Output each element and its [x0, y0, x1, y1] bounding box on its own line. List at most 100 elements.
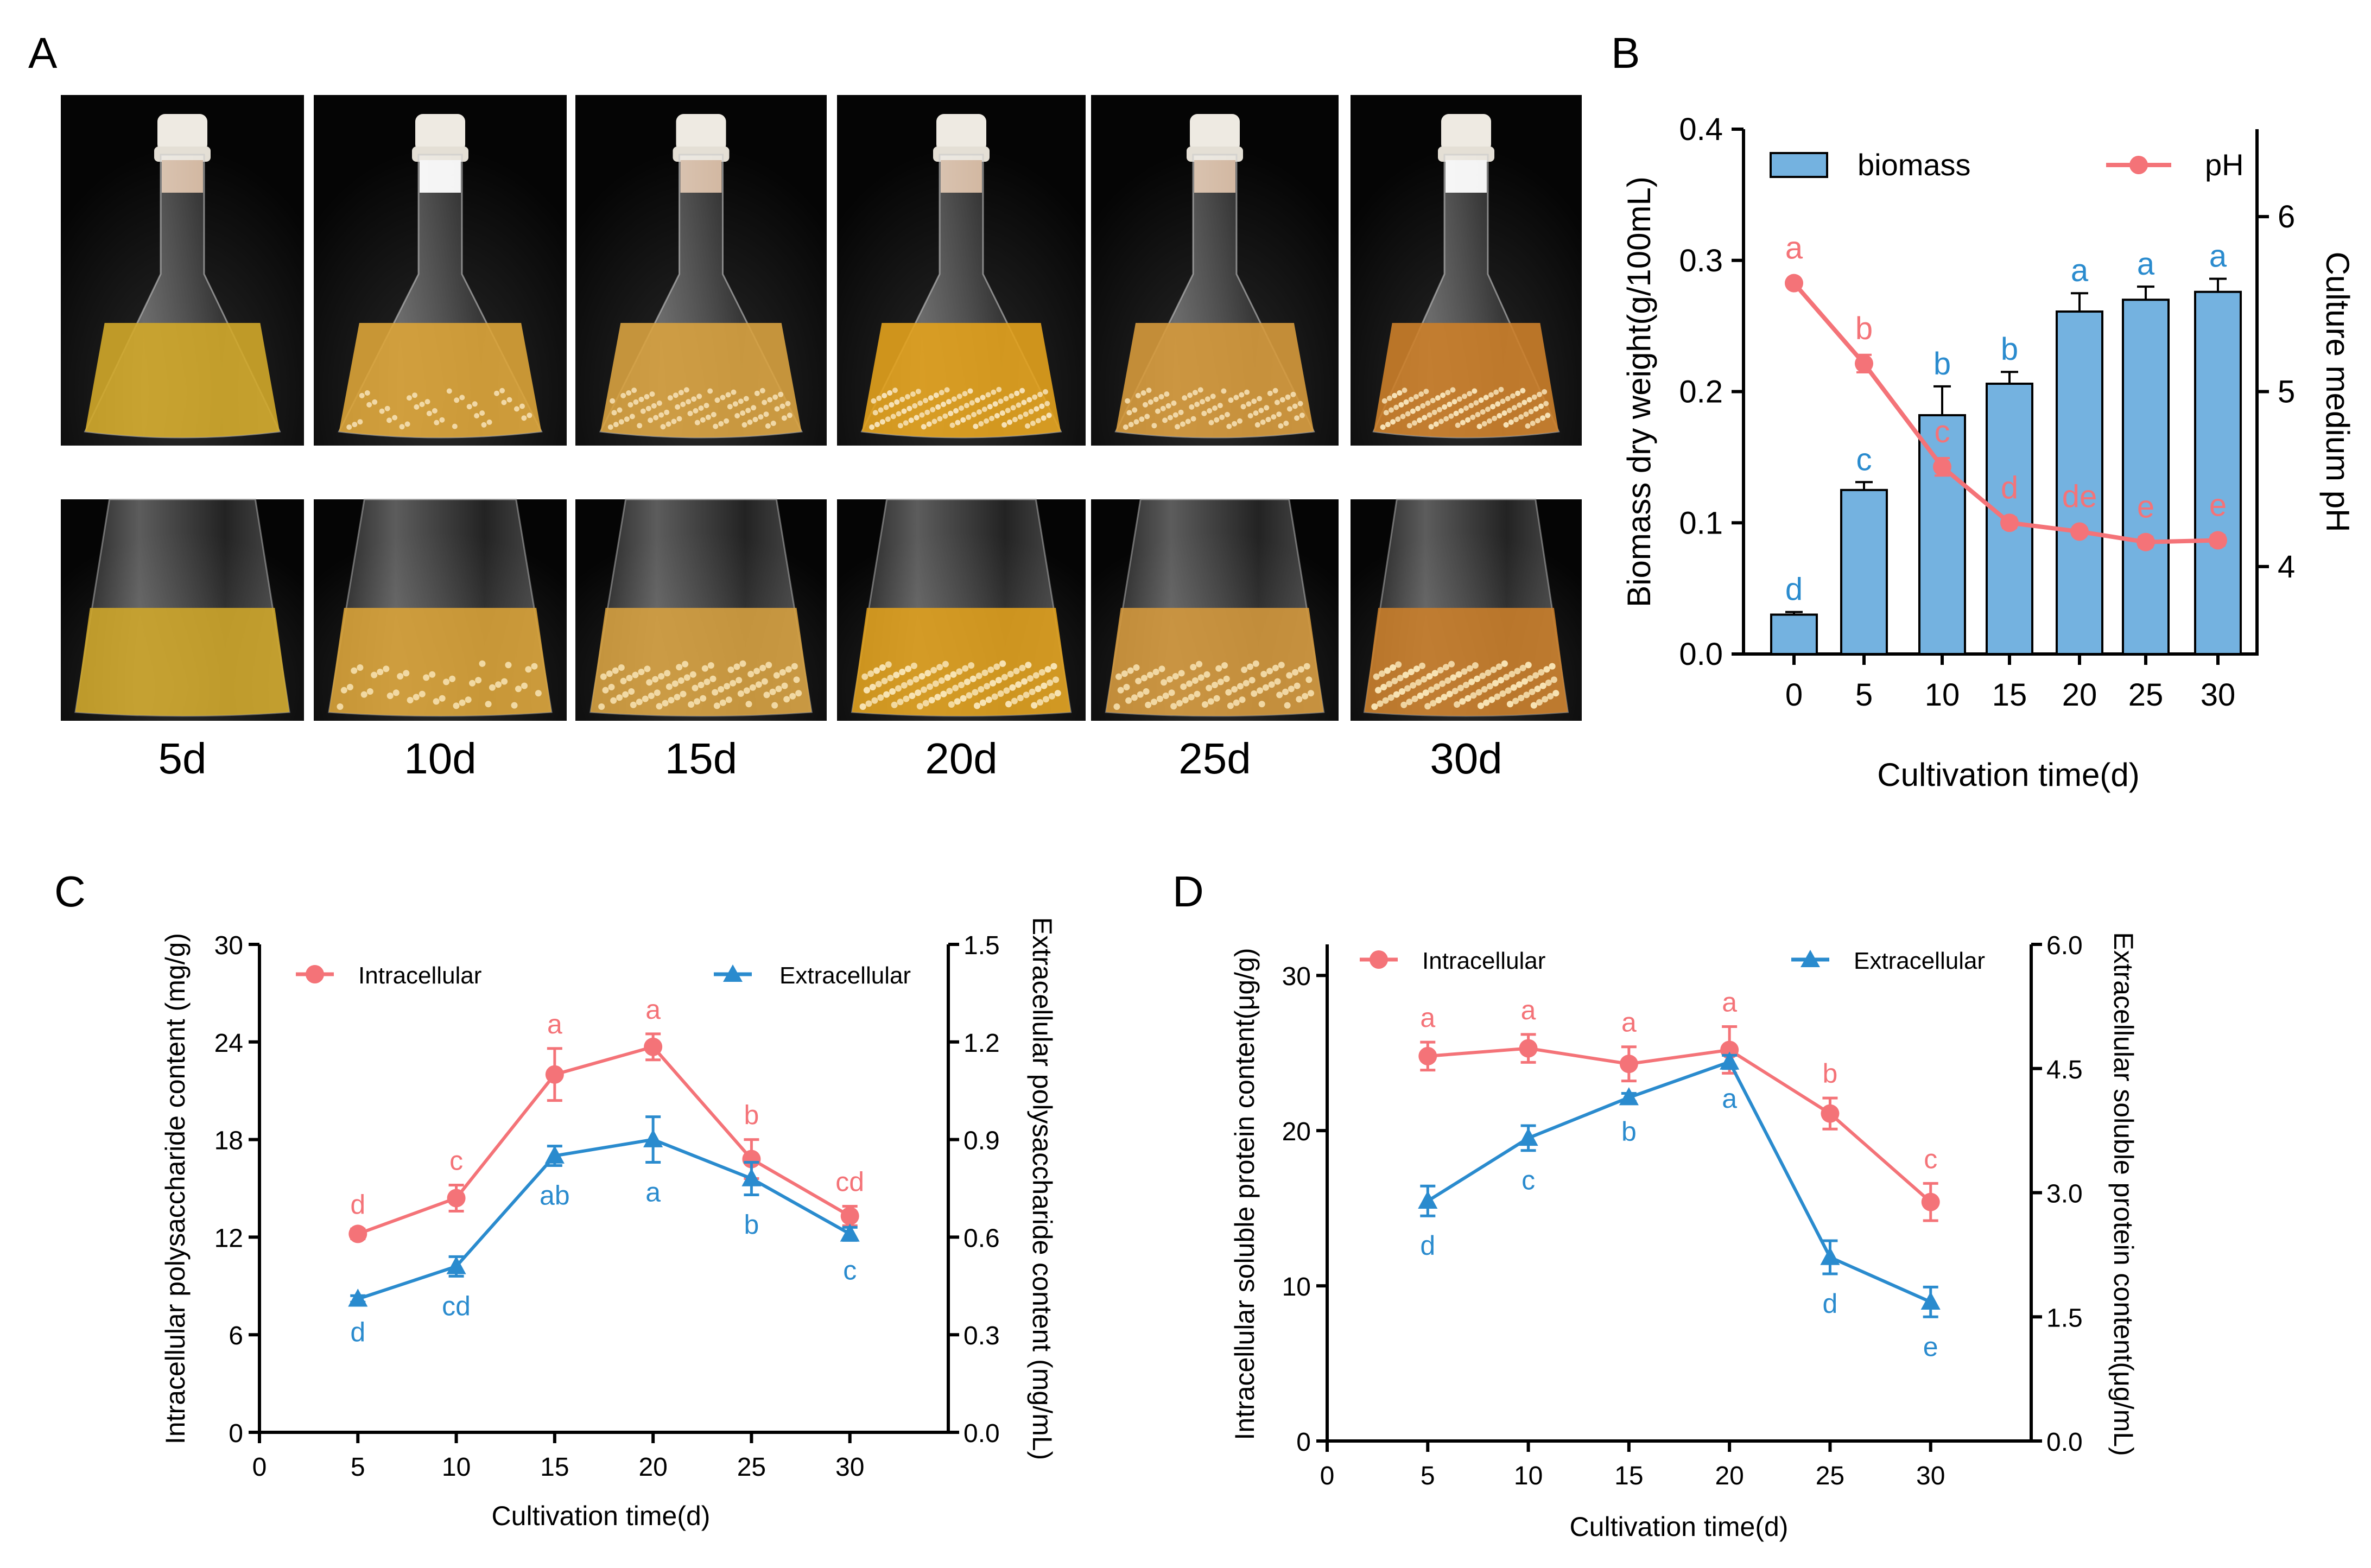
photo-4-top-bead — [1185, 418, 1191, 424]
photo-5-top-bead — [1518, 414, 1524, 420]
photo-4-bottom-bead — [1127, 667, 1134, 674]
photo-5-top-bead — [1413, 394, 1419, 399]
photo-5-top-bead — [1423, 389, 1429, 395]
photo-5-bottom-bead — [1424, 703, 1431, 710]
photo-3-bottom-bead — [861, 673, 868, 680]
photo-3-top-bead — [1005, 408, 1011, 414]
chart-b-ph-point — [2209, 531, 2227, 550]
photo-2-top-bead — [707, 388, 713, 394]
chart-b-xlabel: Cultivation time(d) — [1877, 757, 2140, 793]
photo-3-top-bead — [992, 401, 998, 407]
photo-1-bottom-bead — [475, 677, 482, 684]
photo-5-top-bead — [1425, 400, 1431, 406]
chart-c-ylabel-right: Extracellular polysaccharide content (mg… — [1027, 917, 1057, 1460]
photo-3-top-bead — [1023, 411, 1029, 417]
photo-4-top-bead — [1283, 421, 1289, 426]
photo-5-bottom-bead — [1431, 670, 1438, 677]
photo-2-bottom-bead — [608, 684, 615, 690]
photo-4-bottom-bead — [1161, 679, 1168, 686]
photo-3-top-bead — [887, 390, 893, 396]
photo-3-top-bead — [1035, 418, 1041, 424]
chart-b-legend-ph-marker — [2129, 156, 2148, 174]
photo-2-top-bead — [627, 402, 633, 408]
photo-5-bottom-bead — [1490, 666, 1497, 673]
photo-5-top-bead — [1445, 390, 1451, 396]
chart-d-legend-extra-marker — [1801, 950, 1820, 967]
photo-2-top-bead — [696, 393, 702, 399]
photo-4-bottom-bead — [1266, 668, 1273, 675]
photo-2-bottom-bead — [785, 666, 792, 673]
photo-3-top-bead — [946, 399, 952, 405]
photo-1-top-bead — [404, 421, 410, 427]
photo-4-bottom-bead — [1288, 685, 1295, 693]
chart-c-xtick-label: 0 — [252, 1453, 267, 1482]
photo-5-bottom-bead — [1400, 701, 1408, 708]
photo-5-top-bead — [1406, 423, 1412, 429]
photo-1-top-bead — [432, 408, 438, 414]
photo-3-top-bead — [926, 421, 932, 427]
chart-c-xtick-label: 30 — [835, 1453, 864, 1482]
photo-5-top-bead — [1530, 421, 1536, 426]
chart-d-intra-letter: b — [1823, 1058, 1838, 1089]
photo-5-top-bead — [1490, 404, 1496, 410]
photo-1-top-bead — [513, 406, 519, 412]
chart-d-legend-intra-marker — [1370, 950, 1388, 969]
photo-3-bottom-bead — [979, 699, 986, 706]
chart-d-ytick-right-label: 3.0 — [2046, 1180, 2083, 1209]
photo-5-bottom-bead — [1492, 680, 1499, 687]
photo-3-top-bead — [1021, 399, 1027, 405]
photo-5-top-bead — [1492, 415, 1498, 421]
photo-3-bottom-bead — [960, 695, 967, 702]
photo-3-bottom-bead — [893, 671, 900, 678]
photo-4-bottom-bead — [1307, 690, 1314, 697]
photo-3-bottom-bead — [926, 683, 933, 690]
photo-day-label: 5d — [159, 734, 207, 783]
photo-3-bottom-bead — [901, 682, 908, 689]
photo-2-bottom-bead — [676, 664, 683, 671]
chart-c-intra-letter: a — [547, 1009, 562, 1039]
chart-d-extra-line — [1427, 1059, 1931, 1304]
photo-5-bottom-bead — [1510, 684, 1517, 691]
photo-5-bottom-bead — [1377, 700, 1384, 707]
photo-5-top-bead — [1463, 405, 1469, 411]
photo-3-bottom-bead — [915, 689, 922, 696]
photo-4-top-bead — [1246, 401, 1252, 407]
chart-d-intra-point — [1921, 1192, 1940, 1211]
photo-5-top-bead — [1522, 399, 1527, 405]
chart-c-legend-extra: Extracellular — [779, 962, 911, 989]
photo-4-top-bead — [1155, 408, 1161, 414]
photo-4-bottom-liquid — [1106, 608, 1324, 716]
photo-3-top-bead — [896, 411, 902, 417]
photo-3-top-bead — [897, 423, 903, 429]
photo-3-top-bead — [971, 411, 977, 417]
photo-3-top-bead — [1041, 415, 1047, 421]
photo-3-top-bead — [1028, 409, 1034, 415]
photo-4-top-bead — [1224, 411, 1230, 417]
photo-3-top-bead — [1007, 419, 1013, 425]
photo-1-top-bead — [434, 420, 440, 426]
photo-1-top-bead — [479, 410, 485, 416]
chart-b-bar-letter: b — [2001, 332, 2018, 367]
chart-c-legend-extra-marker — [723, 964, 743, 982]
photo-3-bottom-bead — [1017, 695, 1024, 701]
photo-4-bottom-bead — [1286, 672, 1293, 679]
photo-1-top-bead — [359, 392, 365, 398]
photo-2-bottom-bead — [700, 695, 707, 702]
photo-4-bottom-bead — [1145, 701, 1152, 708]
chart-c-ytick-left-label: 30 — [214, 931, 243, 960]
photo-2-bottom-bead — [638, 669, 645, 675]
photo-4-bottom-bead — [1170, 703, 1177, 710]
photo-4-top-bead — [1253, 410, 1259, 416]
photo-3-top-bead — [883, 404, 889, 410]
photo-4-top-bead — [1133, 419, 1139, 425]
photo-5-bottom-bead — [1516, 681, 1523, 688]
chart-b-ph-point — [1785, 274, 1803, 293]
photo-3-top-bead — [967, 388, 973, 394]
photo-3-bottom-bead — [1054, 690, 1061, 697]
photo-4-top-bead — [1153, 396, 1159, 402]
photo-3-top-bead — [948, 410, 954, 416]
photo-3-top-bead — [905, 394, 911, 399]
photo-3-top-bead — [974, 397, 980, 403]
photo-2-top-bead — [649, 391, 655, 397]
photo-5-top-bead — [1478, 397, 1484, 403]
